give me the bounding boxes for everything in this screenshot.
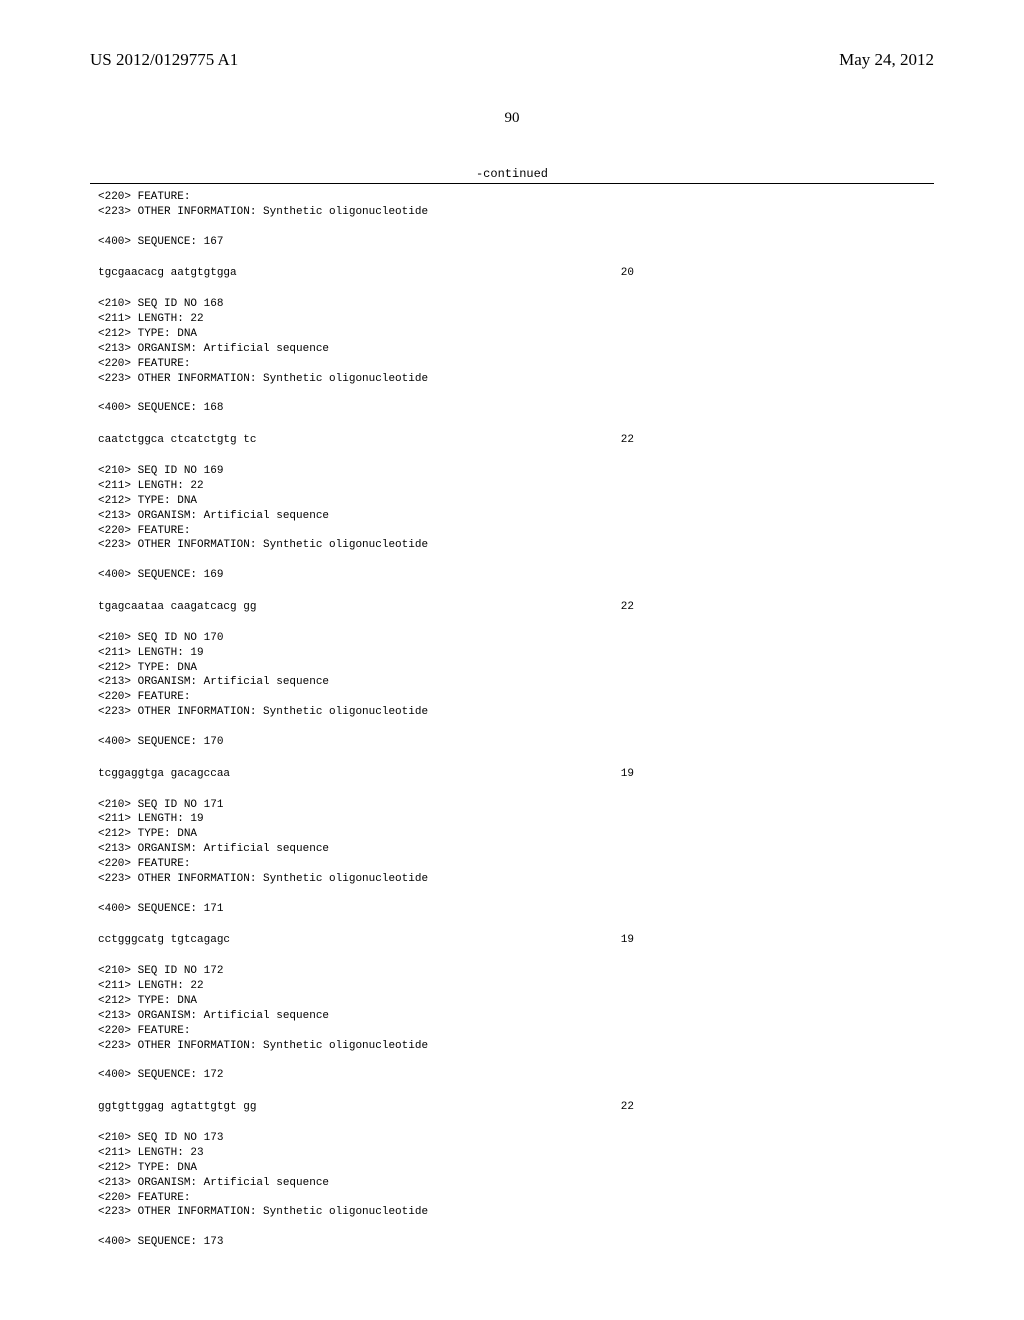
sequence-row: tcggaggtga gacagccaa 19 (98, 768, 934, 780)
sequence-length: 20 (621, 267, 634, 279)
page: US 2012/0129775 A1 May 24, 2012 90 -cont… (0, 0, 1024, 1320)
sequence-row: tgcgaacacg aatgtgtgga 20 (98, 267, 934, 279)
sequence-entry: <210> SEQ ID NO 173 <211> LENGTH: 23 <21… (98, 1131, 934, 1250)
sequence-entry: <210> SEQ ID NO 168 <211> LENGTH: 22 <21… (98, 297, 934, 416)
sequence-length: 22 (621, 434, 634, 446)
sequence-length: 22 (621, 601, 634, 613)
publication-number: US 2012/0129775 A1 (90, 50, 238, 70)
sequence-listing: <220> FEATURE: <223> OTHER INFORMATION: … (90, 190, 934, 1250)
sequence-entry: <210> SEQ ID NO 170 <211> LENGTH: 19 <21… (98, 631, 934, 750)
sequence-text: tcggaggtga gacagccaa (98, 768, 230, 780)
sequence-length: 22 (621, 1101, 634, 1113)
page-number: 90 (90, 110, 934, 127)
sequence-entry: <220> FEATURE: <223> OTHER INFORMATION: … (98, 190, 934, 249)
sequence-entry: <210> SEQ ID NO 172 <211> LENGTH: 22 <21… (98, 964, 934, 1083)
sequence-row: ggtgttggag agtattgtgt gg 22 (98, 1101, 934, 1113)
sequence-length: 19 (621, 768, 634, 780)
publication-date: May 24, 2012 (839, 50, 934, 70)
sequence-text: cctgggcatg tgtcagagc (98, 934, 230, 946)
sequence-text: tgcgaacacg aatgtgtgga (98, 267, 237, 279)
continued-label: -continued (90, 167, 934, 181)
sequence-row: caatctggca ctcatctgtg tc 22 (98, 434, 934, 446)
sequence-row: cctgggcatg tgtcagagc 19 (98, 934, 934, 946)
sequence-length: 19 (621, 934, 634, 946)
page-header: US 2012/0129775 A1 May 24, 2012 (90, 50, 934, 70)
sequence-text: ggtgttggag agtattgtgt gg (98, 1101, 256, 1113)
sequence-text: caatctggca ctcatctgtg tc (98, 434, 256, 446)
sequence-entry: <210> SEQ ID NO 171 <211> LENGTH: 19 <21… (98, 798, 934, 917)
sequence-text: tgagcaataa caagatcacg gg (98, 601, 256, 613)
sequence-entry: <210> SEQ ID NO 169 <211> LENGTH: 22 <21… (98, 464, 934, 583)
sequence-row: tgagcaataa caagatcacg gg 22 (98, 601, 934, 613)
section-rule (90, 183, 934, 184)
